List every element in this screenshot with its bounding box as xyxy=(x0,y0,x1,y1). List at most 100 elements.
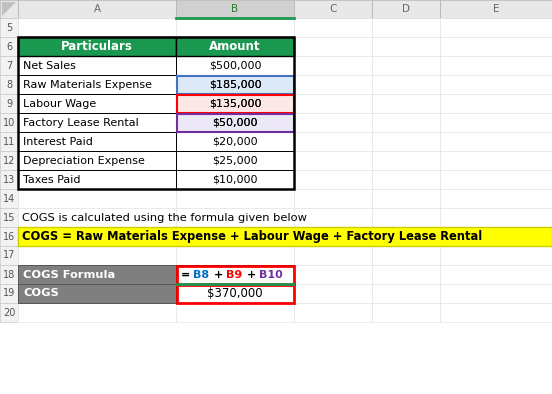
Bar xyxy=(176,75,294,94)
Text: $185,000: $185,000 xyxy=(209,80,261,89)
Bar xyxy=(294,151,372,170)
Bar xyxy=(18,94,176,113)
Bar xyxy=(176,113,294,132)
Text: 9: 9 xyxy=(6,98,12,108)
Bar xyxy=(294,208,372,227)
Bar xyxy=(18,75,176,94)
Bar xyxy=(176,94,294,113)
Text: 20: 20 xyxy=(3,307,15,318)
Bar xyxy=(18,227,176,246)
Text: $185,000: $185,000 xyxy=(209,80,261,89)
Bar xyxy=(0,227,18,246)
Bar xyxy=(176,75,294,94)
Bar xyxy=(0,18,18,37)
Bar xyxy=(18,132,176,151)
Bar xyxy=(372,18,440,37)
Bar xyxy=(176,94,294,113)
Bar xyxy=(440,151,552,170)
Bar xyxy=(372,170,440,189)
Text: 18: 18 xyxy=(3,269,15,279)
Bar xyxy=(372,37,440,56)
Bar xyxy=(440,189,552,208)
Bar xyxy=(176,113,294,132)
Text: 17: 17 xyxy=(3,251,15,260)
Bar xyxy=(18,170,176,189)
Bar xyxy=(0,94,18,113)
Bar xyxy=(372,284,440,303)
Text: +: + xyxy=(214,269,223,279)
Bar xyxy=(18,265,176,284)
Bar xyxy=(0,37,18,56)
Bar xyxy=(176,189,294,208)
Bar xyxy=(440,246,552,265)
Text: 15: 15 xyxy=(3,212,15,223)
Bar xyxy=(176,246,294,265)
Bar xyxy=(372,151,440,170)
Text: $135,000: $135,000 xyxy=(209,98,261,108)
Bar xyxy=(372,113,440,132)
Text: 7: 7 xyxy=(6,61,12,71)
Bar xyxy=(176,75,294,94)
Text: Factory Lease Rental: Factory Lease Rental xyxy=(23,117,139,128)
Bar xyxy=(440,18,552,37)
Text: $25,000: $25,000 xyxy=(212,156,258,165)
Bar xyxy=(176,132,294,151)
Bar xyxy=(176,132,294,151)
Bar xyxy=(18,37,176,56)
Bar xyxy=(18,37,294,189)
Bar xyxy=(177,76,294,93)
Bar xyxy=(18,0,176,18)
Bar xyxy=(176,170,294,189)
Bar xyxy=(18,94,176,113)
Bar xyxy=(176,151,294,170)
Text: 10: 10 xyxy=(3,117,15,128)
Bar xyxy=(18,265,176,284)
Text: 13: 13 xyxy=(3,175,15,184)
Bar xyxy=(18,151,176,170)
Bar xyxy=(18,56,176,75)
Bar xyxy=(372,189,440,208)
Bar xyxy=(18,56,176,75)
Bar xyxy=(176,170,294,189)
Bar xyxy=(177,284,294,303)
Bar xyxy=(0,170,18,189)
Bar xyxy=(440,265,552,284)
Bar xyxy=(440,37,552,56)
Bar xyxy=(176,18,294,37)
Bar xyxy=(372,132,440,151)
Bar xyxy=(0,303,18,322)
Bar xyxy=(372,56,440,75)
Text: $50,000: $50,000 xyxy=(213,117,258,128)
Text: 6: 6 xyxy=(6,41,12,52)
Bar xyxy=(176,56,294,75)
Text: Particulars: Particulars xyxy=(61,40,133,53)
Bar xyxy=(440,303,552,322)
Bar xyxy=(176,37,294,56)
Text: Labour Wage: Labour Wage xyxy=(23,98,96,108)
Bar xyxy=(440,0,552,18)
Bar xyxy=(294,170,372,189)
Bar xyxy=(372,227,440,246)
Bar xyxy=(440,208,552,227)
Bar xyxy=(294,113,372,132)
Bar xyxy=(0,246,18,265)
Bar xyxy=(176,208,294,227)
Bar xyxy=(440,227,552,246)
Text: $10,000: $10,000 xyxy=(213,175,258,184)
Bar xyxy=(440,56,552,75)
Bar xyxy=(176,303,294,322)
Bar xyxy=(0,56,18,75)
Bar xyxy=(176,227,294,246)
Bar xyxy=(176,265,294,284)
Bar xyxy=(18,151,176,170)
Bar xyxy=(18,113,176,132)
Bar xyxy=(176,0,294,18)
Bar xyxy=(440,113,552,132)
Text: 12: 12 xyxy=(3,156,15,165)
Bar xyxy=(176,56,294,75)
Bar xyxy=(18,246,176,265)
Text: 8: 8 xyxy=(6,80,12,89)
Bar xyxy=(18,170,176,189)
Bar xyxy=(294,94,372,113)
Text: 19: 19 xyxy=(3,288,15,299)
